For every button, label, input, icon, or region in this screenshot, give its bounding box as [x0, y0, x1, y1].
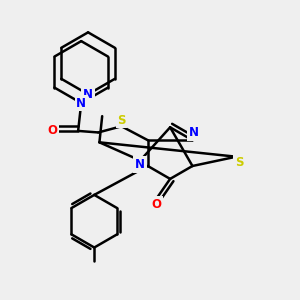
Text: O: O [47, 124, 57, 137]
Text: O: O [151, 198, 161, 211]
Text: S: S [117, 114, 126, 127]
Text: N: N [135, 158, 145, 171]
Text: S: S [235, 156, 244, 169]
Text: N: N [83, 88, 93, 101]
Text: N: N [189, 126, 199, 139]
Text: N: N [76, 97, 86, 110]
